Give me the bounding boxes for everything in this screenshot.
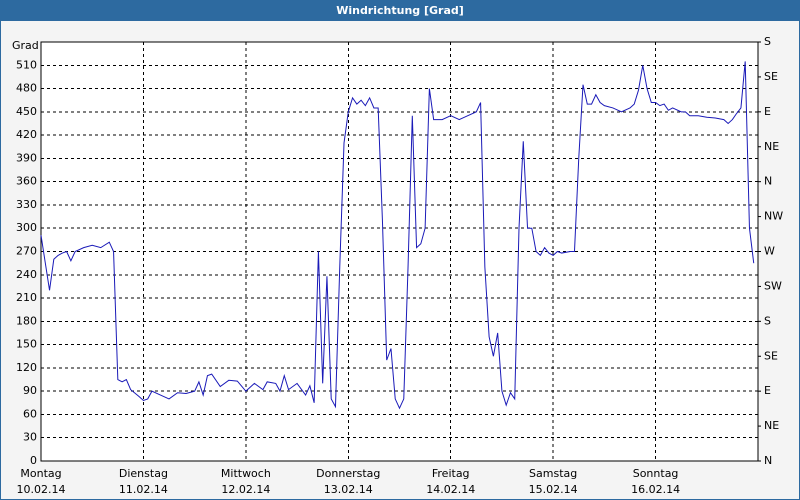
x-tick-date: 15.02.14 <box>529 483 578 496</box>
x-tick-date: 11.02.14 <box>119 483 168 496</box>
y2-tick-label: SW <box>764 279 782 292</box>
y-tick-label: 450 <box>16 105 37 118</box>
x-tick-label: Dienstag <box>119 467 168 480</box>
x-tick-label: Mittwoch <box>221 467 271 480</box>
y-tick-label: 60 <box>23 407 37 420</box>
title-bar <box>0 0 800 21</box>
y-tick-label: 150 <box>16 338 37 351</box>
y2-tick-label: W <box>764 245 775 258</box>
y2-tick-label: S <box>764 314 771 327</box>
y2-tick-label: NW <box>764 210 783 223</box>
x-tick-label: Donnerstag <box>316 467 380 480</box>
x-tick-label: Montag <box>20 467 61 480</box>
y-tick-label: 30 <box>23 431 37 444</box>
x-tick-date: 16.02.14 <box>631 483 680 496</box>
y-tick-label: 480 <box>16 82 37 95</box>
plot-area <box>41 42 758 461</box>
x-tick-label: Sonntag <box>633 467 679 480</box>
y-tick-label: 360 <box>16 175 37 188</box>
y-tick-label: 0 <box>30 454 37 467</box>
x-tick-date: 12.02.14 <box>221 483 270 496</box>
y2-tick-label: SE <box>764 70 778 83</box>
y2-tick-label: SE <box>764 349 778 362</box>
y2-tick-label: E <box>764 384 771 397</box>
data-line <box>40 61 755 410</box>
y-tick-label: 120 <box>16 361 37 374</box>
x-tick-label: Freitag <box>432 467 470 480</box>
x-tick-label: Samstag <box>529 467 577 480</box>
y-tick-label: 510 <box>16 58 37 71</box>
y-tick-label: 300 <box>16 221 37 234</box>
y-tick-label: 390 <box>16 151 37 164</box>
y2-tick-label: E <box>764 105 771 118</box>
y-tick-label: 240 <box>16 268 37 281</box>
y-tick-label: 270 <box>16 245 37 258</box>
y2-tick-label: NE <box>764 140 779 153</box>
chart-title: Windrichtung [Grad] <box>336 4 464 17</box>
y-tick-label: 420 <box>16 128 37 141</box>
y2-tick-label: S <box>764 35 771 48</box>
y-tick-label: 180 <box>16 314 37 327</box>
y-tick-label: 90 <box>23 384 37 397</box>
y-tick-label: 330 <box>16 198 37 211</box>
plot-border <box>40 41 759 462</box>
y2-tick-label: N <box>764 175 772 188</box>
x-tick-date: 13.02.14 <box>324 483 373 496</box>
y2-tick-label: N <box>764 454 772 467</box>
y-tick-label: 210 <box>16 291 37 304</box>
y-axis-label: Grad <box>12 39 39 52</box>
y2-tick-label: NE <box>764 419 779 432</box>
x-tick-date: 10.02.14 <box>17 483 66 496</box>
x-tick-date: 14.02.14 <box>426 483 475 496</box>
